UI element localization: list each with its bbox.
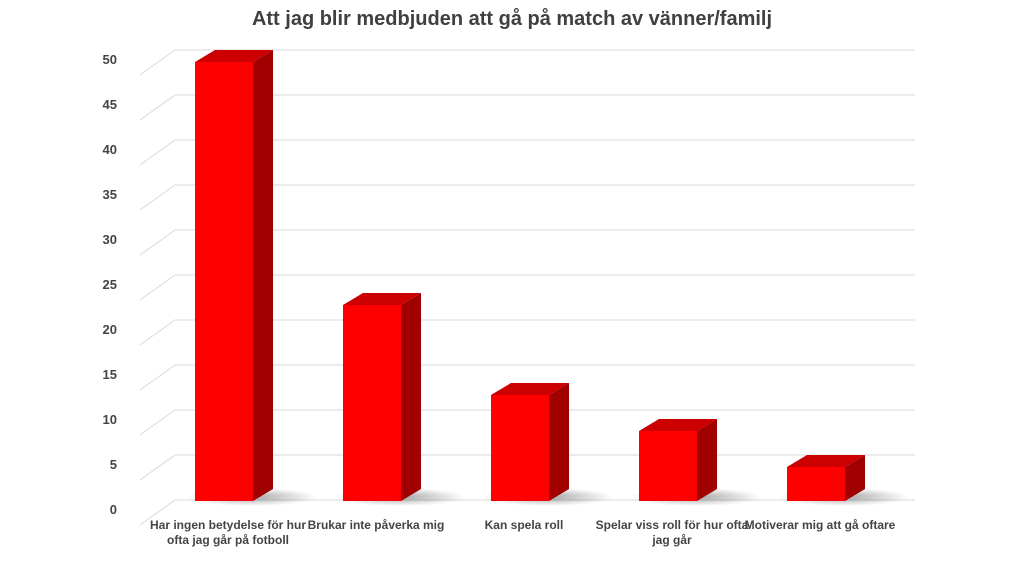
y-tick-label: 25 bbox=[103, 277, 117, 292]
y-tick-label: 10 bbox=[103, 412, 117, 427]
gridline-diagonal bbox=[139, 94, 176, 121]
bar-side bbox=[549, 383, 569, 501]
x-tick-label: Har ingen betydelse för hur ofta jag går… bbox=[149, 518, 307, 547]
y-tick-label: 0 bbox=[110, 502, 117, 517]
bar bbox=[639, 431, 697, 501]
bar bbox=[195, 62, 253, 501]
bar-top bbox=[195, 50, 273, 62]
x-tick-label: Kan spela roll bbox=[484, 518, 564, 532]
y-tick-label: 40 bbox=[103, 142, 117, 157]
bar-top bbox=[787, 455, 865, 467]
gridline-diagonal bbox=[139, 139, 176, 166]
y-tick-label: 5 bbox=[110, 457, 117, 472]
bar-top bbox=[639, 419, 717, 431]
bar-side bbox=[697, 419, 717, 501]
gridline-diagonal bbox=[139, 364, 176, 391]
y-tick-label: 30 bbox=[103, 232, 117, 247]
bar-top bbox=[343, 293, 421, 305]
gridline-diagonal bbox=[139, 499, 176, 526]
x-tick-label: Brukar inte påverka mig bbox=[307, 518, 445, 532]
gridline-diagonal bbox=[139, 319, 176, 346]
gridline-diagonal bbox=[139, 49, 176, 76]
gridline-diagonal bbox=[139, 454, 176, 481]
gridline-diagonal bbox=[139, 229, 176, 256]
gridline-diagonal bbox=[139, 274, 176, 301]
bar-side bbox=[401, 293, 421, 501]
y-tick-label: 35 bbox=[103, 187, 117, 202]
x-tick-label: Motiverar mig att gå oftare bbox=[744, 518, 896, 532]
x-tick-label: Spelar viss roll för hur ofta jag går bbox=[595, 518, 749, 547]
y-tick-label: 50 bbox=[103, 52, 117, 67]
bar bbox=[343, 305, 401, 501]
y-tick-label: 15 bbox=[103, 367, 117, 382]
bar bbox=[787, 467, 845, 501]
gridline-diagonal bbox=[139, 184, 176, 211]
y-tick-label: 20 bbox=[103, 322, 117, 337]
chart-title: Att jag blir medbjuden att gå på match a… bbox=[251, 8, 773, 30]
bar-side bbox=[845, 455, 865, 501]
y-tick-label: 45 bbox=[103, 97, 117, 112]
x-axis-labels: Har ingen betydelse för hur ofta jag går… bbox=[0, 518, 1024, 576]
bar-top bbox=[491, 383, 569, 395]
bar-side bbox=[253, 50, 273, 501]
bar bbox=[491, 395, 549, 501]
gridline-diagonal bbox=[139, 409, 176, 436]
